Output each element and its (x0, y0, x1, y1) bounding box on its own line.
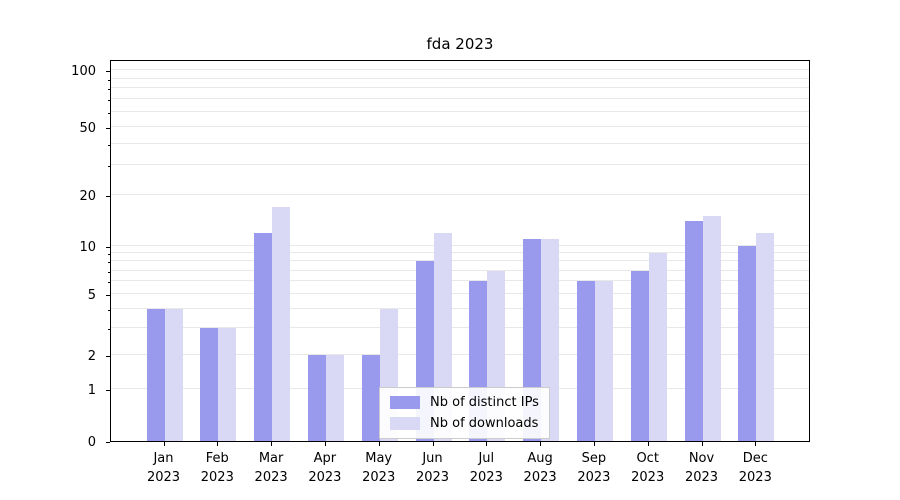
y-axis-labels: 0 1 2 5 10 20 50 100 (0, 60, 100, 449)
legend: Nb of distinct IPs Nb of downloads (379, 387, 550, 439)
y-tick-mark (106, 356, 110, 357)
y-tick-mark (106, 128, 110, 129)
y-tick-mark (106, 71, 110, 72)
y-minor-tick (108, 79, 110, 81)
y-minor-tick (108, 329, 110, 330)
x-tick-mark (378, 442, 380, 446)
bar-distinct-ips-oct (630, 270, 649, 441)
bar-distinct-ips-sep (576, 281, 595, 441)
bar-downloads-mar (272, 206, 291, 441)
gridline (111, 77, 809, 79)
gridline (111, 69, 809, 70)
y-tick-mark (106, 390, 110, 391)
y-minor-tick (108, 282, 110, 284)
chart-title: fda 2023 (426, 35, 494, 53)
x-tick-mark (540, 442, 542, 446)
gridline (111, 269, 809, 271)
x-tick-label: Jul 2023 (469, 451, 503, 485)
x-tick-mark (163, 442, 165, 446)
bar-distinct-ips-mar (254, 232, 273, 441)
bar-downloads-sep (594, 281, 613, 441)
x-tick-label: Dec 2023 (738, 451, 772, 485)
bar-downloads-apr (325, 355, 344, 441)
x-tick-label: Jun 2023 (415, 451, 450, 485)
y-minor-tick (108, 113, 110, 114)
x-tick-label: Sep 2023 (577, 451, 611, 485)
gridline (111, 163, 809, 165)
y-tick-mark (106, 442, 110, 443)
gridline (111, 293, 809, 294)
x-tick-mark (647, 442, 649, 446)
legend-item-distinct-ips: Nb of distinct IPs (390, 395, 539, 410)
gridline (111, 260, 809, 262)
y-minor-tick (108, 89, 110, 91)
y-minor-tick (108, 254, 110, 256)
x-tick-mark (217, 442, 219, 446)
bar-distinct-ips-may (361, 355, 380, 441)
legend-swatch-distinct-ips (390, 396, 420, 409)
x-tick-mark (593, 442, 595, 446)
legend-swatch-downloads (390, 417, 420, 430)
x-tick-label: Nov 2023 (684, 451, 719, 485)
bar-distinct-ips-nov (684, 221, 703, 441)
bar-distinct-ips-feb (200, 328, 219, 441)
y-tick-label: 1 (87, 383, 96, 398)
y-tick-label: 100 (71, 64, 96, 79)
bar-downloads-jan (164, 308, 183, 441)
x-tick-mark (486, 442, 488, 446)
x-tick-mark (432, 442, 434, 446)
bar-downloads-feb (218, 328, 237, 441)
gridline (111, 126, 809, 127)
x-tick-mark (324, 442, 326, 446)
y-minor-tick (108, 271, 110, 273)
gridline (111, 194, 809, 195)
bar-downloads-oct (648, 253, 667, 441)
legend-label-downloads: Nb of downloads (430, 416, 539, 431)
y-tick-mark (106, 196, 110, 197)
bar-downloads-dec (756, 232, 775, 441)
x-tick-mark (701, 442, 703, 446)
y-tick-mark (106, 247, 110, 248)
x-tick-label: May 2023 (362, 451, 396, 485)
y-tick-label: 5 (87, 288, 96, 303)
plot-area: Nb of distinct IPs Nb of downloads (110, 60, 810, 442)
y-tick-label: 50 (79, 121, 96, 136)
x-tick-label: Apr 2023 (308, 451, 342, 485)
bar-distinct-ips-dec (738, 246, 757, 441)
gridline (111, 354, 809, 355)
bar-distinct-ips-jan (146, 308, 165, 441)
y-tick-label: 10 (79, 240, 96, 255)
gridline (111, 87, 809, 89)
x-tick-label: Mar 2023 (254, 451, 288, 485)
y-tick-label: 0 (87, 435, 96, 450)
gridline (111, 252, 809, 254)
y-tick-label: 2 (87, 349, 96, 364)
gridline (111, 98, 809, 100)
bar-downloads-nov (702, 216, 721, 441)
gridline (111, 142, 809, 144)
legend-label-distinct-ips: Nb of distinct IPs (430, 395, 539, 410)
y-tick-mark (106, 295, 110, 296)
y-minor-tick (108, 262, 110, 264)
x-tick-label: Jan 2023 (146, 451, 181, 485)
legend-item-downloads: Nb of downloads (390, 416, 539, 431)
x-tick-label: Oct 2023 (631, 451, 665, 485)
gridline (111, 245, 809, 246)
y-tick-label: 20 (79, 189, 96, 204)
y-minor-tick (108, 165, 110, 167)
gridline (111, 280, 809, 282)
gridline (111, 111, 809, 113)
gridline (111, 327, 809, 329)
y-minor-tick (108, 144, 110, 146)
x-tick-label: Aug 2023 (523, 451, 557, 485)
gridline (111, 307, 809, 309)
x-tick-mark (271, 442, 273, 446)
x-tick-label: Feb 2023 (200, 451, 234, 485)
x-tick-mark (755, 442, 757, 446)
y-minor-tick (108, 309, 110, 311)
bar-distinct-ips-apr (307, 355, 326, 441)
y-minor-tick (108, 100, 110, 102)
